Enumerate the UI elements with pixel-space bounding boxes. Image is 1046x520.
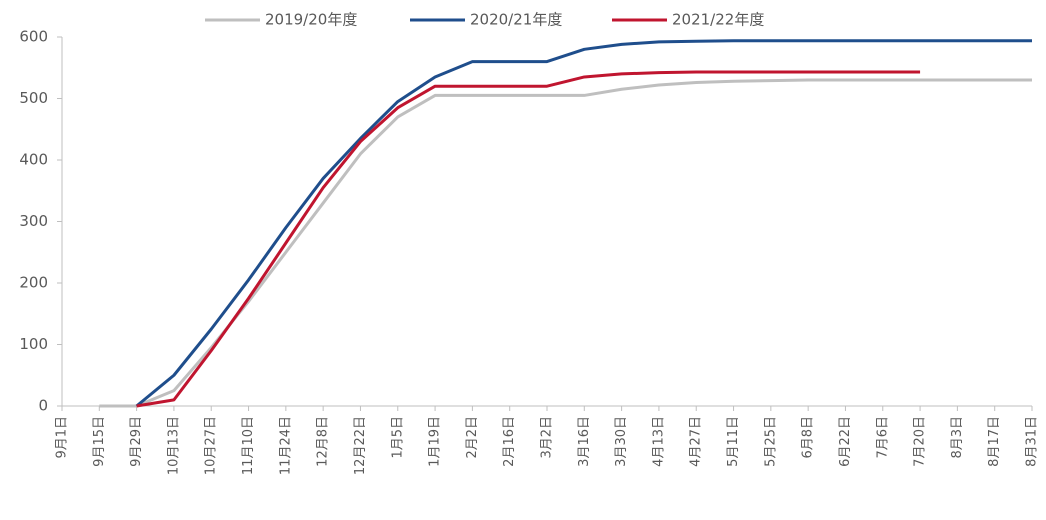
y-tick-label: 0 [38,397,48,415]
x-tick-label: 6月22日 [838,416,853,467]
x-tick-label: 2月16日 [502,416,517,467]
x-tick-label: 12月8日 [316,416,331,467]
x-tick-label: 2月2日 [465,416,480,459]
legend-label: 2020/21年度 [470,11,562,29]
x-tick-label: 9月15日 [92,416,107,467]
x-tick-label: 12月22日 [353,416,368,475]
x-tick-label: 3月30日 [614,416,629,467]
x-tick-label: 3月16日 [577,416,592,467]
x-tick-label: 8月17日 [987,416,1002,467]
x-tick-label: 7月6日 [875,416,890,459]
legend-label: 2019/20年度 [265,11,357,29]
series-line [135,39,1032,408]
x-tick-label: 8月3日 [950,416,965,459]
y-tick-label: 300 [19,212,48,230]
x-tick-label: 11月10日 [241,416,256,475]
x-tick-label: 1月5日 [390,416,405,459]
x-tick-label: 4月27日 [689,416,704,467]
legend-label: 2021/22年度 [672,11,764,29]
series-line [136,70,921,408]
y-tick-label: 600 [19,28,48,46]
x-tick-label: 5月11日 [726,416,741,467]
x-tick-label: 6月8日 [801,416,816,459]
x-tick-label: 11月24日 [278,416,293,475]
x-tick-label: 10月27日 [204,416,219,475]
x-tick-label: 9月29日 [129,416,144,467]
y-tick-label: 100 [19,335,48,353]
x-tick-label: 8月31日 [1025,416,1040,467]
x-tick-label: 10月13日 [166,416,181,475]
x-tick-label: 9月1日 [55,416,70,459]
y-tick-label: 400 [19,151,48,169]
x-tick-label: 3月2日 [540,416,555,459]
x-tick-label: 5月25日 [763,416,778,467]
x-tick-label: 4月13日 [651,416,666,467]
series-line [99,78,1032,408]
y-tick-label: 200 [19,274,48,292]
x-tick-label: 1月19日 [428,416,443,467]
x-tick-label: 7月20日 [913,416,928,467]
y-tick-label: 500 [19,89,48,107]
